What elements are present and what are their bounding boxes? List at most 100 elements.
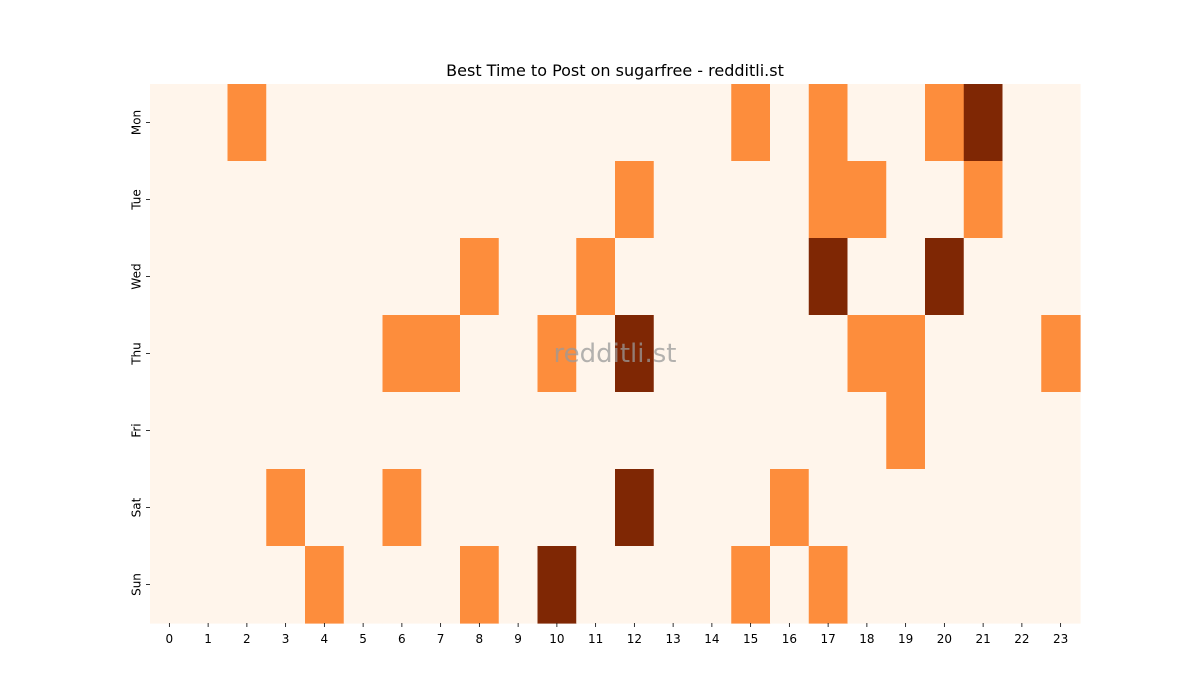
heatmap-cell-fri-7 [421, 392, 461, 470]
x-tick-label: 3 [282, 632, 290, 646]
x-tick-label: 23 [1053, 632, 1068, 646]
heatmap-cell-fri-12 [615, 392, 655, 470]
heatmap-cell-wed-21 [963, 238, 1004, 316]
heatmap-cell-thu-16 [770, 315, 810, 393]
heatmap-cell-tue-23 [1041, 161, 1081, 239]
heatmap-cell-sat-15 [731, 469, 771, 547]
heatmap-cell-sun-14 [692, 546, 732, 624]
x-tick-label: 17 [820, 632, 835, 646]
heatmap-cell-thu-6 [382, 315, 422, 393]
heatmap-cell-mon-18 [847, 84, 887, 162]
heatmap-cell-tue-14 [692, 161, 732, 239]
heatmap-cell-mon-22 [1002, 84, 1042, 162]
heatmap-cell-thu-7 [421, 315, 461, 393]
heatmap-cell-fri-14 [692, 392, 732, 470]
y-tick-label: Wed [130, 263, 144, 289]
heatmap-cell-tue-9 [498, 161, 539, 239]
heatmap-cell-thu-13 [653, 315, 694, 393]
heatmap-cell-wed-10 [537, 238, 577, 316]
heatmap-cell-tue-17 [808, 161, 849, 239]
heatmap-cell-tue-3 [266, 161, 306, 239]
x-tick-label: 22 [1014, 632, 1029, 646]
heatmap-cell-sun-13 [653, 546, 694, 624]
heatmap-cell-fri-9 [498, 392, 539, 470]
x-tick-label: 16 [782, 632, 797, 646]
heatmap-cell-wed-4 [305, 238, 345, 316]
heatmap-cell-mon-8 [460, 84, 500, 162]
heatmap-cell-sun-12 [615, 546, 655, 624]
heatmap-cell-tue-21 [963, 161, 1004, 239]
heatmap-cell-mon-14 [692, 84, 732, 162]
x-tick-label: 19 [898, 632, 913, 646]
x-tick-label: 2 [243, 632, 251, 646]
heatmap-cell-mon-11 [576, 84, 616, 162]
x-tick-label: 15 [743, 632, 758, 646]
heatmap-cell-mon-12 [615, 84, 655, 162]
chart-title: Best Time to Post on sugarfree - redditl… [446, 61, 784, 80]
heatmap-cell-thu-22 [1002, 315, 1042, 393]
heatmap-cell-mon-2 [227, 84, 267, 162]
heatmap-cell-wed-14 [692, 238, 732, 316]
y-axis: Mon Tue Wed Thu Fri Sat Sun [130, 110, 150, 596]
heatmap-cell-fri-4 [305, 392, 345, 470]
x-tick-label: 4 [321, 632, 329, 646]
heatmap-cell-mon-21 [963, 84, 1004, 162]
heatmap-cell-sun-17 [808, 546, 849, 624]
heatmap-cell-thu-12 [615, 315, 655, 393]
heatmap-cell-mon-5 [343, 84, 384, 162]
heatmap-cell-tue-22 [1002, 161, 1042, 239]
heatmap-cell-thu-19 [886, 315, 926, 393]
heatmap-cell-fri-23 [1041, 392, 1081, 470]
heatmap-cell-mon-20 [925, 84, 965, 162]
heatmap-cell-wed-1 [188, 238, 229, 316]
heatmap-cell-sun-22 [1002, 546, 1042, 624]
y-tick-label: Sun [130, 573, 144, 596]
heatmap-cell-thu-1 [188, 315, 229, 393]
heatmap-cell-sat-14 [692, 469, 732, 547]
heatmap-cell-sun-3 [266, 546, 306, 624]
x-tick-label: 12 [627, 632, 642, 646]
heatmap-cell-mon-10 [537, 84, 577, 162]
heatmap-cell-wed-15 [731, 238, 771, 316]
heatmap-cell-sat-3 [266, 469, 306, 547]
heatmap-cell-sun-5 [343, 546, 384, 624]
heatmap-cell-thu-8 [460, 315, 500, 393]
heatmap-cell-mon-23 [1041, 84, 1081, 162]
heatmap-cell-sun-6 [382, 546, 422, 624]
heatmap-cell-sat-8 [460, 469, 500, 547]
heatmap-cell-tue-16 [770, 161, 810, 239]
heatmap-cell-fri-16 [770, 392, 810, 470]
heatmap-cell-sun-4 [305, 546, 345, 624]
heatmap-cell-fri-21 [963, 392, 1004, 470]
heatmap-cells [150, 84, 1081, 624]
heatmap-cell-sun-8 [460, 546, 500, 624]
heatmap-cell-tue-7 [421, 161, 461, 239]
heatmap-cell-sat-22 [1002, 469, 1042, 547]
heatmap-cell-fri-19 [886, 392, 926, 470]
heatmap-cell-wed-7 [421, 238, 461, 316]
heatmap-cell-wed-5 [343, 238, 384, 316]
x-axis: 0 1 2 3 4 5 6 7 8 9 10 11 12 13 14 15 16 17 18 19 20 21 22 23 [166, 623, 1068, 646]
heatmap-cell-fri-8 [460, 392, 500, 470]
heatmap-cell-tue-0 [150, 161, 190, 239]
heatmap-cell-thu-20 [925, 315, 965, 393]
heatmap-cell-wed-13 [653, 238, 694, 316]
heatmap-cell-sun-20 [925, 546, 965, 624]
heatmap-cell-mon-15 [731, 84, 771, 162]
heatmap-cell-tue-12 [615, 161, 655, 239]
heatmap-cell-sun-23 [1041, 546, 1081, 624]
heatmap-cell-sat-11 [576, 469, 616, 547]
heatmap-cell-wed-12 [615, 238, 655, 316]
heatmap-cell-fri-18 [847, 392, 887, 470]
heatmap-cell-tue-6 [382, 161, 422, 239]
heatmap-cell-fri-0 [150, 392, 190, 470]
heatmap-cell-wed-3 [266, 238, 306, 316]
x-tick-label: 5 [359, 632, 367, 646]
heatmap-cell-fri-15 [731, 392, 771, 470]
heatmap-cell-sat-6 [382, 469, 422, 547]
heatmap-cell-tue-2 [227, 161, 267, 239]
heatmap-cell-sun-16 [770, 546, 810, 624]
heatmap-cell-sun-19 [886, 546, 926, 624]
heatmap-cell-mon-16 [770, 84, 810, 162]
